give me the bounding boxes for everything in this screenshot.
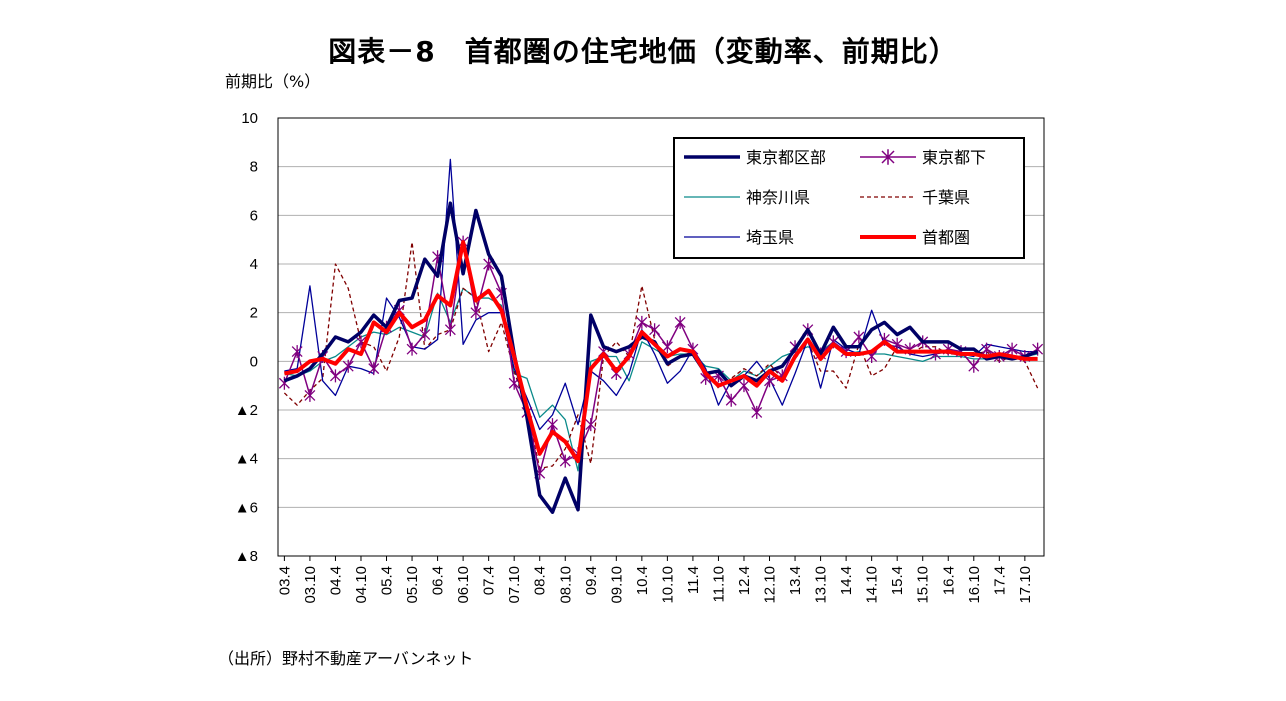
data-point — [968, 359, 980, 373]
x-tick-label: 06.4 — [430, 566, 447, 595]
data-point — [406, 342, 418, 356]
x-tick-label: 08.4 — [532, 566, 549, 595]
x-tick-label: 07.4 — [481, 566, 498, 595]
data-point — [444, 323, 456, 337]
x-tick-label: 06.10 — [455, 566, 472, 604]
legend-item-1: 東京都下 — [860, 148, 986, 167]
x-tick-label: 16.4 — [940, 566, 957, 595]
legend-label: 東京都区部 — [746, 148, 826, 167]
x-tick-label: 03.10 — [302, 566, 319, 604]
data-point — [674, 315, 686, 329]
y-tick-label: ▲6 — [235, 499, 258, 516]
x-tick-label: 03.4 — [276, 566, 293, 595]
x-tick-label: 11.10 — [710, 566, 727, 602]
x-tick-label: 13.4 — [787, 566, 804, 595]
legend-label: 千葉県 — [922, 188, 970, 207]
legend-label: 神奈川県 — [746, 188, 810, 207]
x-tick-label: 08.10 — [557, 566, 574, 604]
data-point — [368, 362, 380, 376]
data-point — [1006, 342, 1018, 356]
data-point — [981, 342, 993, 356]
x-tick-label: 13.10 — [813, 566, 830, 604]
x-tick-label: 07.10 — [506, 566, 523, 604]
data-point — [725, 393, 737, 407]
x-tick-label: 15.10 — [915, 566, 932, 604]
y-tick-label: 4 — [250, 256, 258, 273]
data-point — [508, 376, 520, 390]
y-axis-label: 前期比（%） — [225, 72, 321, 91]
series-1 — [278, 235, 1044, 480]
x-tick-label: 09.10 — [608, 566, 625, 604]
data-point — [585, 418, 597, 432]
chart-title: 図表－8 首都圏の住宅地価（変動率、前期比） — [328, 35, 958, 68]
data-point — [649, 323, 661, 337]
x-tick-label: 04.4 — [327, 566, 344, 595]
x-tick-label: 15.4 — [889, 566, 906, 595]
x-tick-label: 17.4 — [991, 566, 1008, 595]
y-tick-label: 2 — [250, 305, 258, 322]
source-note: （出所）野村不動産アーバンネット — [218, 649, 474, 668]
legend-item-0: 東京都区部 — [684, 148, 826, 167]
x-tick-label: 05.4 — [379, 566, 396, 595]
legend-item-2: 神奈川県 — [684, 188, 810, 207]
data-point — [751, 405, 763, 419]
x-tick-label: 10.4 — [634, 566, 651, 595]
x-tick-label: 14.4 — [838, 566, 855, 595]
data-point — [636, 315, 648, 329]
data-point — [738, 379, 750, 393]
y-tick-label: ▲2 — [235, 402, 258, 419]
y-tick-labels: 10 8 6 4 2 0 ▲2 ▲4 ▲6 ▲8 — [235, 110, 258, 565]
data-point — [470, 306, 482, 320]
plot-area-border — [277, 117, 1045, 557]
x-tick-label: 14.10 — [864, 566, 881, 604]
series-line — [284, 240, 1038, 464]
x-tick-label: 05.10 — [404, 566, 421, 604]
x-tick-label: 12.4 — [736, 566, 753, 595]
x-tick-label: 09.4 — [583, 566, 600, 595]
y-tick-label: 10 — [241, 110, 258, 127]
x-tick-label: 04.10 — [353, 566, 370, 604]
legend-item-4: 埼玉県 — [684, 228, 794, 247]
data-point — [291, 345, 303, 359]
series-5 — [284, 240, 1038, 464]
data-point — [304, 388, 316, 402]
data-point — [559, 454, 571, 468]
data-point — [419, 328, 431, 342]
series-line — [283, 241, 1039, 470]
x-tick-label: 11.4 — [685, 566, 702, 594]
x-tick-label: 10.10 — [659, 566, 676, 604]
legend-item-3: 千葉県 — [860, 188, 970, 207]
y-tick-label: 6 — [250, 207, 258, 224]
y-tick-label: 0 — [250, 353, 258, 370]
data-point — [661, 340, 673, 354]
data-point — [904, 342, 916, 356]
x-tick-labels: 03.4 03.10 04.4 04.10 05.4 05.10 06.4 06.10 07.4… — [276, 556, 1034, 604]
legend-label: 埼玉県 — [746, 228, 794, 247]
x-tick-label: 16.10 — [966, 566, 983, 604]
x-tick-label: 12.10 — [762, 566, 779, 604]
y-tick-label: ▲8 — [235, 548, 258, 565]
data-point — [329, 369, 341, 383]
legend-item-5: 首都圏 — [860, 228, 970, 247]
series-lines — [278, 158, 1044, 514]
legend-label: 首都圏 — [922, 228, 970, 247]
y-tick-label: 8 — [250, 159, 258, 176]
data-point — [547, 418, 558, 432]
x-tick-label: 17.10 — [1017, 566, 1034, 604]
data-point — [342, 359, 354, 373]
y-tick-label: ▲4 — [235, 451, 258, 468]
legend-marker — [881, 149, 895, 165]
series-line — [283, 241, 1038, 475]
legend-label: 東京都下 — [922, 148, 986, 167]
